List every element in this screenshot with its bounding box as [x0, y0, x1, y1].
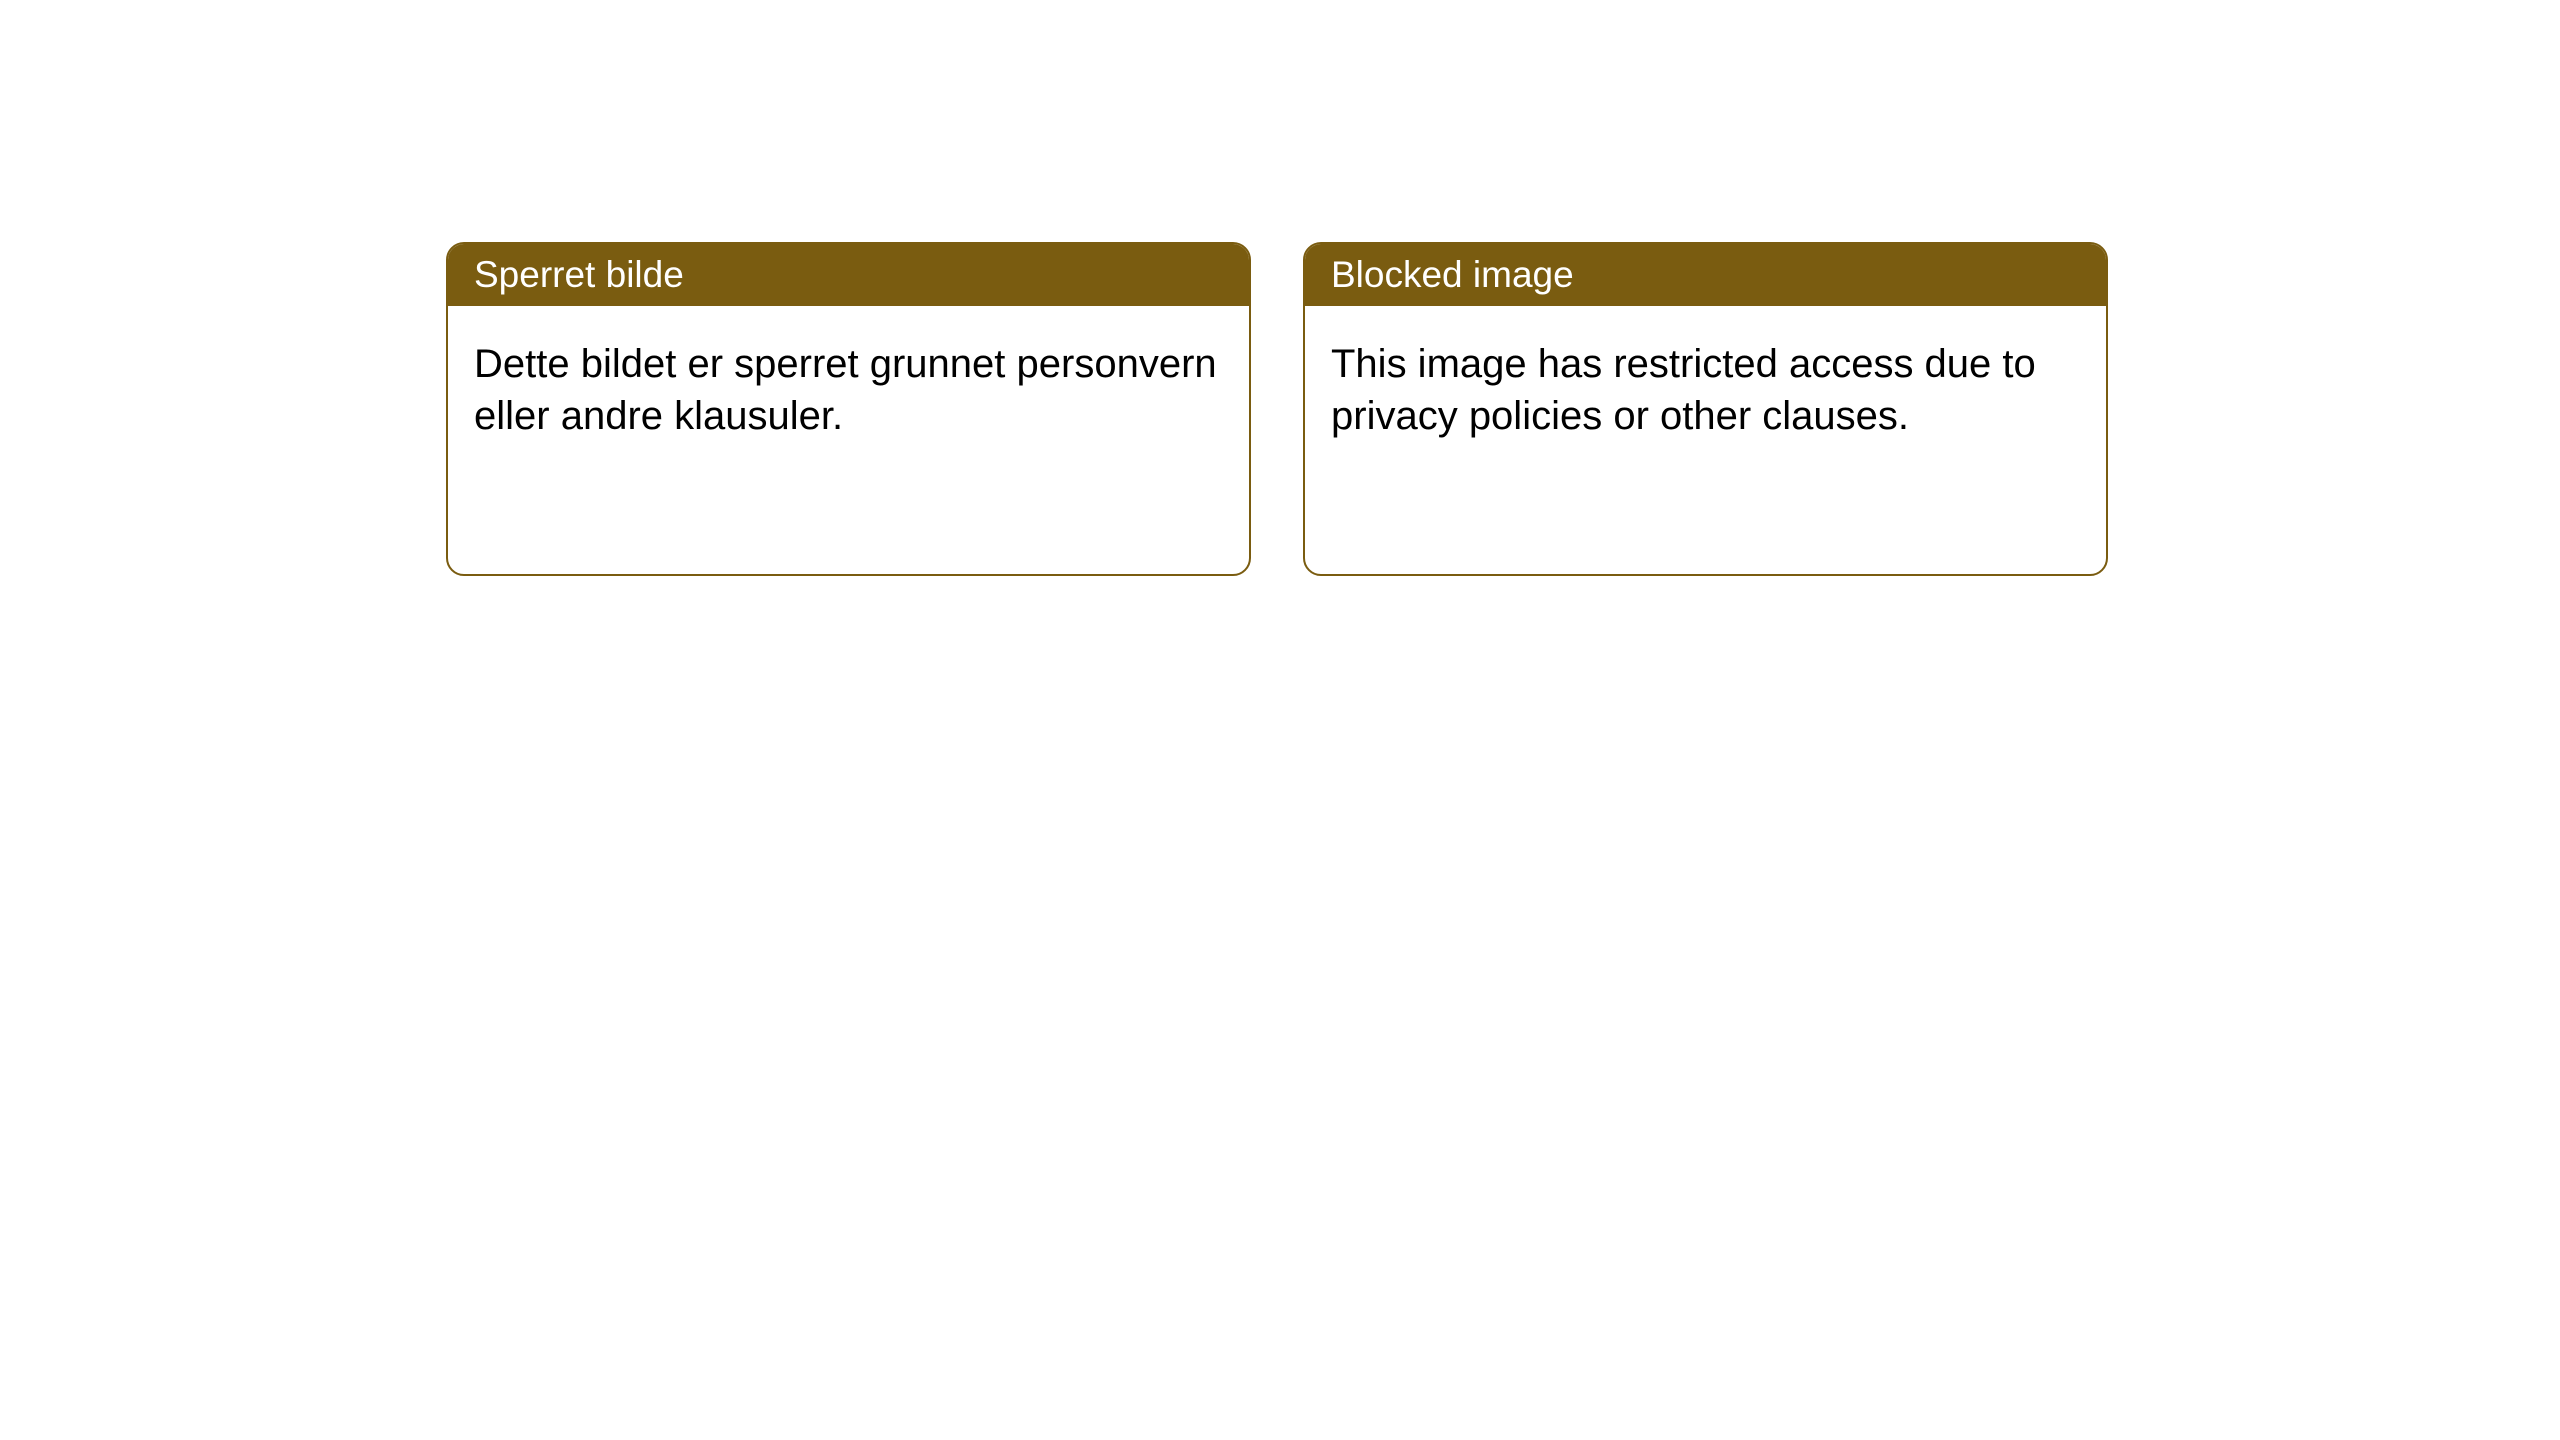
body-text: Dette bildet er sperret grunnet personve… [474, 342, 1217, 438]
card-body: This image has restricted access due to … [1305, 306, 2106, 474]
notice-card-english: Blocked image This image has restricted … [1303, 242, 2108, 576]
body-text: This image has restricted access due to … [1331, 342, 2036, 438]
card-header: Sperret bilde [448, 244, 1249, 306]
notice-card-norwegian: Sperret bilde Dette bildet er sperret gr… [446, 242, 1251, 576]
header-text: Blocked image [1331, 254, 1574, 295]
card-header: Blocked image [1305, 244, 2106, 306]
notice-container: Sperret bilde Dette bildet er sperret gr… [0, 0, 2560, 576]
header-text: Sperret bilde [474, 254, 684, 295]
card-body: Dette bildet er sperret grunnet personve… [448, 306, 1249, 474]
